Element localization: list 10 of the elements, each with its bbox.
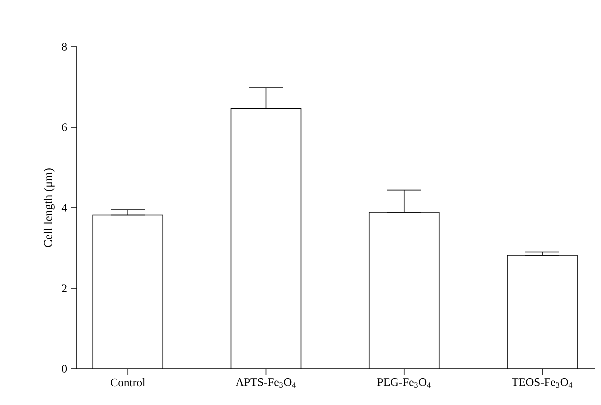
x-tick-label: PEG-Fe$_{3}$O$_{4}$ [378, 378, 431, 388]
y-tick-label: 0 [62, 365, 68, 373]
x-tick-label: Control [111, 378, 146, 387]
y-tick-label: 4 [62, 204, 68, 212]
x-tick-label: TEOS-Fe$_{3}$O$_{4}$ [512, 378, 573, 388]
y-tick-label: 6 [62, 124, 68, 132]
y-axis-title: Cell length (μm) [44, 168, 55, 248]
y-tick-label: 8 [62, 43, 68, 51]
y-tick-label: 2 [62, 284, 67, 292]
x-tick-label: APTS-Fe$_{3}$O$_{4}$ [236, 378, 296, 388]
